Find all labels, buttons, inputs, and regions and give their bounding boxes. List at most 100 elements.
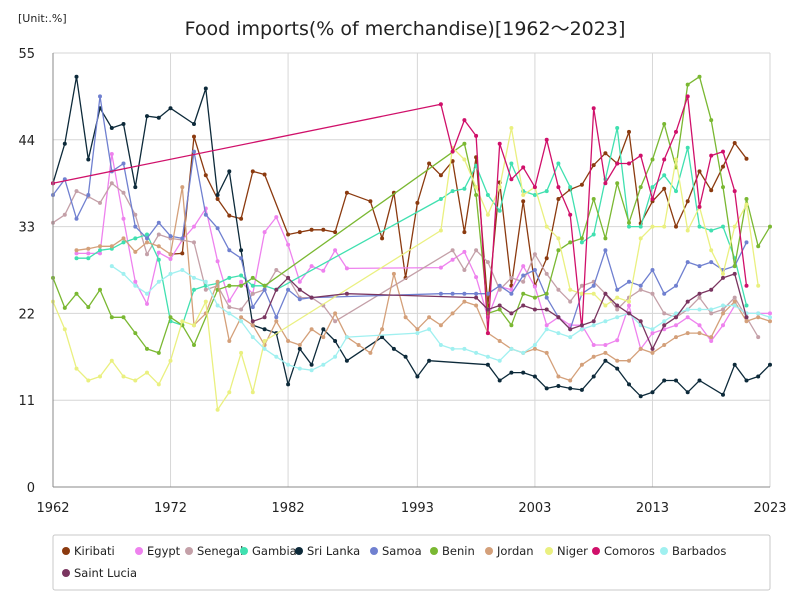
point-kiribati-2009 (603, 151, 608, 156)
point-sri-lanka-1999 (485, 362, 490, 367)
point-saint-lucia-2014 (662, 323, 667, 328)
point-kiribati-2016 (685, 199, 690, 204)
point-jordan-1984 (309, 327, 314, 332)
point-kiribati-1990 (380, 236, 385, 241)
point-benin-2000 (497, 307, 502, 312)
point-barbados-1967 (109, 264, 114, 269)
point-gambia-1966 (98, 248, 102, 253)
point-sri-lanka-1985 (321, 327, 326, 332)
point-gambia-1968 (121, 240, 126, 245)
legend-item-kiribati: Kiribati (62, 544, 115, 558)
point-sri-lanka-2019 (721, 392, 725, 397)
point-senegal-1977 (227, 305, 232, 310)
point-kiribati-2011 (627, 129, 631, 134)
point-benin-1963 (62, 305, 67, 310)
point-benin-2003 (532, 295, 537, 300)
point-saint-lucia-1980 (262, 315, 267, 320)
point-niger-2019 (721, 271, 725, 276)
point-sri-lanka-2020 (732, 362, 737, 367)
point-jordan-2007 (579, 362, 584, 367)
y-tick-label-33: 33 (18, 221, 35, 236)
point-saint-lucia-2000 (497, 303, 502, 308)
point-egypt-2008 (591, 343, 596, 347)
point-barbados-2013 (650, 327, 655, 332)
point-samoa-2016 (685, 260, 690, 265)
point-barbados-1978 (239, 319, 244, 324)
point-niger-1965 (86, 378, 91, 383)
point-barbados-2017 (697, 307, 702, 312)
point-sri-lanka-1990 (380, 335, 385, 340)
point-kiribati-1974 (192, 134, 196, 139)
point-samoa-1975 (203, 212, 208, 217)
point-gambia-2016 (685, 145, 690, 150)
point-samoa-1976 (215, 226, 220, 231)
point-comoros-2014 (662, 157, 667, 162)
point-niger-1966 (98, 374, 102, 379)
point-barbados-2000 (497, 358, 502, 363)
point-jordan-1967 (109, 244, 114, 249)
point-barbados-2016 (685, 307, 690, 312)
point-egypt-1981 (274, 215, 279, 220)
point-barbados-1985 (321, 362, 326, 367)
point-gambia-1995 (438, 197, 443, 201)
point-jordan-1973 (180, 185, 185, 190)
point-benin-1967 (109, 315, 114, 320)
point-jordan-1990 (380, 327, 385, 332)
point-senegal-1997 (462, 268, 467, 272)
legend-label-niger: Niger (557, 544, 588, 558)
point-jordan-1979 (250, 323, 255, 328)
point-niger-2000 (497, 185, 502, 190)
series-line-samoa (52, 95, 748, 330)
point-barbados-1984 (309, 368, 314, 373)
point-barbados-1995 (438, 343, 443, 347)
point-egypt-1978 (239, 279, 244, 284)
point-barbados-1993 (415, 331, 420, 336)
point-kiribati-2018 (709, 188, 714, 193)
point-senegal-2019 (721, 307, 725, 312)
point-gambia-1965 (86, 256, 91, 261)
point-samoa-1981 (274, 315, 279, 320)
point-sri-lanka-2011 (627, 382, 631, 387)
legend-item-egypt: Egypt (135, 544, 181, 558)
point-egypt-2001 (509, 287, 514, 292)
point-kiribati-1989 (368, 199, 373, 204)
point-sri-lanka-1983 (297, 346, 302, 351)
legend-item-benin: Benin (430, 544, 475, 558)
point-saint-lucia-2010 (615, 303, 620, 308)
point-sri-lanka-2013 (650, 390, 655, 395)
point-benin-1977 (227, 283, 232, 288)
point-jordan-2003 (532, 346, 537, 351)
point-saint-lucia-2016 (685, 299, 690, 304)
point-gambia-1979 (250, 283, 255, 288)
point-egypt-2009 (603, 343, 608, 347)
point-comoros-2003 (532, 185, 537, 190)
point-kiribati-1993 (415, 200, 420, 205)
point-gambia-1997 (462, 186, 467, 191)
point-comoros-2009 (603, 181, 608, 186)
point-samoa-1968 (121, 161, 126, 166)
point-gambia-1974 (192, 287, 196, 292)
point-niger-1969 (133, 378, 138, 383)
point-kiribati-2017 (697, 169, 702, 174)
point-senegal-2006 (568, 299, 573, 304)
point-senegal-1970 (145, 252, 149, 257)
point-comoros-2001 (509, 177, 514, 182)
point-niger-2015 (674, 157, 678, 162)
point-egypt-1966 (98, 251, 102, 256)
point-jordan-1968 (121, 236, 126, 241)
legend-item-samoa: Samoa (370, 544, 422, 558)
point-barbados-1977 (227, 311, 232, 316)
point-sri-lanka-2017 (697, 378, 702, 383)
point-niger-2011 (627, 299, 631, 304)
point-saint-lucia-2015 (674, 315, 678, 320)
point-sri-lanka-1967 (109, 126, 114, 130)
point-gambia-2013 (650, 185, 655, 190)
point-barbados-1997 (462, 346, 467, 351)
series-saint-lucia (250, 271, 749, 351)
point-gambia-1999 (485, 193, 490, 197)
point-niger-1971 (156, 382, 161, 387)
point-jordan-1978 (239, 315, 244, 320)
point-sri-lanka-2002 (521, 370, 526, 375)
point-sri-lanka-2001 (509, 370, 514, 375)
point-barbados-1980 (262, 346, 267, 351)
